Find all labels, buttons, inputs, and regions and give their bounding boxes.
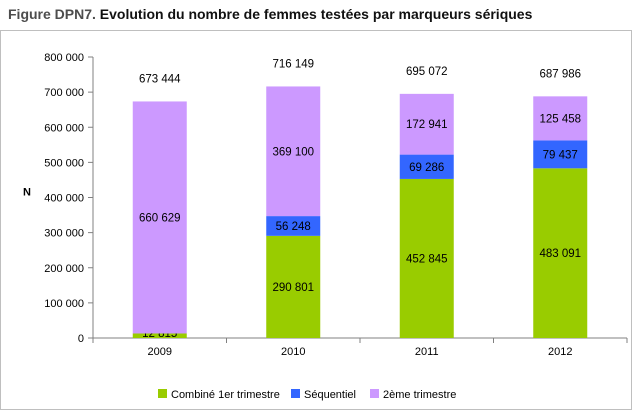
bar-segment	[266, 86, 321, 217]
bar-segment	[266, 216, 321, 236]
bar-segment	[533, 168, 588, 338]
y-axis-label: N	[23, 187, 31, 199]
data-label: 290 801	[272, 282, 314, 294]
legend-swatch	[370, 389, 379, 398]
x-tick-label: 2011	[415, 346, 439, 358]
y-tick-label: 500 000	[44, 157, 84, 169]
data-label: 660 629	[139, 212, 181, 224]
data-label: 172 941	[406, 119, 448, 131]
data-label: 56 248	[276, 221, 311, 233]
legend-swatch	[158, 389, 167, 398]
bar-segment	[132, 333, 187, 338]
x-tick-label: 2010	[281, 346, 305, 358]
data-label: 483 091	[539, 248, 581, 260]
x-tick-label: 2012	[548, 346, 572, 358]
total-label: 716 149	[272, 58, 314, 70]
total-label: 687 986	[539, 68, 581, 80]
y-tick-label: 800 000	[44, 52, 84, 64]
legend-swatch	[291, 389, 300, 398]
y-tick-label: 700 000	[44, 87, 84, 99]
total-label: 673 444	[139, 73, 181, 85]
chart-title: Figure DPN7. Evolution du nombre de femm…	[8, 6, 532, 22]
bar-segment	[132, 101, 187, 334]
data-label: 69 286	[409, 162, 444, 174]
data-label: 125 458	[539, 113, 581, 125]
figure-title: Evolution du nombre de femmes testées pa…	[99, 6, 533, 22]
legend-label: Séquentiel	[304, 389, 356, 401]
data-label: 369 100	[272, 146, 314, 158]
x-tick-label: 2009	[148, 346, 172, 358]
bar-segment	[399, 154, 454, 179]
y-tick-label: 0	[78, 333, 84, 345]
bar-segment	[266, 235, 321, 338]
y-tick-label: 200 000	[44, 263, 84, 275]
legend-label: 2ème trimestre	[383, 389, 456, 401]
y-tick-label: 600 000	[44, 122, 84, 134]
y-tick-label: 400 000	[44, 193, 84, 205]
bar-segment	[533, 140, 588, 169]
y-tick-label: 300 000	[44, 228, 84, 240]
data-label: 79 437	[543, 149, 578, 161]
bar-segment	[399, 178, 454, 338]
y-tick-label: 100 000	[44, 298, 84, 310]
figure-number: Figure DPN7.	[8, 6, 96, 22]
bar-segment	[533, 96, 588, 141]
total-label: 695 072	[406, 66, 448, 78]
legend-label: Combiné 1er trimestre	[171, 389, 280, 401]
chart-frame	[0, 30, 632, 410]
data-label: 452 845	[406, 253, 448, 265]
bar-segment	[399, 93, 454, 155]
